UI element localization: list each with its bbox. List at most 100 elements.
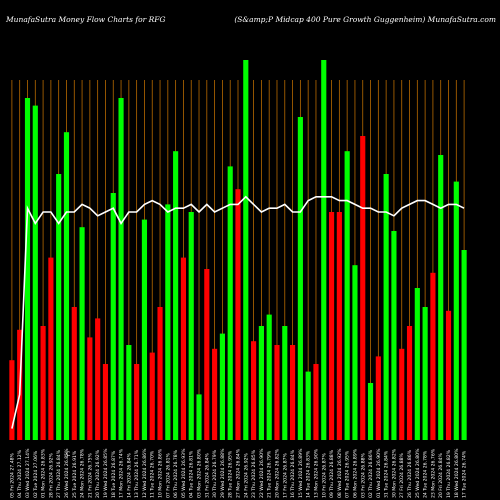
x-tick-label: 24 Mon 2024 26.78% — [80, 448, 86, 498]
bar — [313, 364, 319, 440]
x-tick-label: 16 Thu 2024 26.84% — [290, 449, 296, 498]
bar — [79, 227, 85, 440]
bar — [48, 257, 54, 440]
x-tick-label: 18 Tue 2024 26.87% — [111, 450, 117, 498]
x-tick-label: 24 Fri 2024 26.92% — [243, 452, 249, 498]
x-tick-label: 09 Thu 2024 26.88% — [329, 449, 335, 498]
bar — [453, 181, 459, 440]
bar — [157, 307, 163, 440]
x-tick-label: 22 Wed 2024 26.90% — [259, 448, 265, 498]
x-tick-label: 28 Tue 2024 26.95% — [228, 450, 234, 498]
bar — [383, 174, 389, 440]
bar — [134, 364, 140, 440]
bar — [414, 288, 420, 440]
chart-title: MunafaSutra Money Flow Charts for RFG — [5, 15, 165, 24]
bar — [9, 360, 15, 440]
x-tick-label: 30 Thu 2024 26.79% — [212, 449, 218, 498]
bar — [336, 212, 342, 440]
bar — [430, 272, 436, 440]
bar — [406, 326, 413, 440]
x-tick-label: 03 Mon 2024 26.80% — [197, 448, 203, 498]
x-tick-label: 26 Wed 2024 26.85% — [64, 448, 70, 498]
bar — [212, 348, 218, 440]
x-tick-label: 14 Fri 2024 26.84% — [126, 452, 132, 498]
x-tick-label: 12 Wed 2024 26.86% — [142, 448, 148, 498]
bar — [461, 250, 467, 440]
bar — [102, 364, 109, 440]
x-tick-label: 29 Wed 2024 26.88% — [220, 448, 226, 498]
x-tick-label: 05 Fri 2024 27.48% — [9, 452, 15, 498]
bar — [243, 60, 249, 440]
x-tick-label: 10 Fri 2024 26.87% — [321, 452, 327, 498]
bar — [282, 326, 288, 440]
bar — [87, 337, 93, 440]
bar — [110, 193, 116, 440]
bar — [344, 151, 350, 440]
x-tick-label: 03 Fri 2024 26.88% — [360, 452, 366, 498]
bar — [126, 345, 132, 440]
x-tick-label: 27 Thu 2024 26.84% — [56, 449, 62, 498]
bar — [235, 189, 241, 440]
bar — [352, 265, 358, 440]
x-tick-label: 06 Mon 2024 26.89% — [352, 448, 358, 498]
x-tick-label: 02 Tue 2024 27.06% — [33, 450, 39, 498]
bar — [321, 60, 327, 440]
bar — [274, 345, 280, 440]
x-tick-label: 08 Wed 2024 26.92% — [337, 448, 343, 498]
x-tick-label: 04 Thu 2024 27.12% — [17, 449, 23, 498]
x-tick-labels: 05 Fri 2024 27.48% 04 Thu 2024 27.12% 03 W… — [9, 448, 467, 498]
bar — [258, 326, 264, 440]
x-tick-label: 15 Wed 2024 26.89% — [298, 448, 304, 498]
bar — [290, 345, 296, 440]
bars — [9, 60, 467, 440]
bar — [219, 333, 225, 440]
bar — [40, 326, 46, 440]
bar — [149, 352, 155, 440]
bar — [266, 314, 272, 440]
x-tick-label: 23 Thu 2024 26.85% — [251, 449, 257, 498]
bar — [399, 348, 405, 440]
x-tick-label: 26 Thu 2024 26.86% — [407, 449, 413, 498]
x-tick-label: 06 Thu 2024 26.78% — [173, 449, 179, 498]
x-tick-label: 13 Mon 2024 26.90% — [313, 448, 319, 498]
x-tick-label: 21 Tue 2024 26.79% — [267, 450, 273, 498]
x-tick-label: 28 Fri 2024 26.92% — [48, 452, 54, 498]
bar — [95, 318, 101, 440]
x-tick-label: 17 Fri 2024 26.87% — [282, 452, 288, 498]
x-tick-label: 11 Tue 2024 26.70% — [150, 450, 156, 498]
x-tick-label: 25 Tue 2024 26.91% — [72, 450, 78, 498]
bar — [71, 307, 77, 440]
bar — [63, 132, 70, 440]
x-tick-label: 17 Mon 2024 26.74% — [119, 448, 125, 498]
bar — [227, 166, 233, 440]
x-tick-label: 14 Tue 2024 26.83% — [306, 450, 312, 498]
x-tick-label: 30 Mon 2024 26.82% — [391, 448, 397, 498]
x-tick-label: 20 Thu 2024 26.92% — [95, 449, 101, 498]
bar — [118, 98, 124, 440]
bar — [165, 204, 171, 440]
x-tick-label: 05 Wed 2024 26.93% — [181, 448, 187, 498]
x-tick-label: 25 Wed 2024 26.80% — [415, 448, 421, 498]
bar — [360, 136, 366, 440]
bar — [367, 383, 374, 440]
bar — [297, 117, 303, 440]
x-tick-label: 19 Wed 2024 26.85% — [103, 448, 109, 498]
bar — [445, 310, 452, 440]
bar — [173, 151, 179, 440]
chart-subtitle: (S&amp;P Midcap 400 Pure Growth Guggenhe… — [234, 15, 496, 24]
bar — [196, 394, 202, 440]
bar — [438, 155, 444, 440]
y-axis-label: C — [66, 451, 70, 458]
x-tick-label: 31 Fri 2024 26.84% — [204, 452, 210, 498]
bar — [204, 269, 210, 440]
x-tick-label: 23 Mon 2024 26.76% — [430, 448, 436, 498]
x-tick-label: 04 Tue 2024 26.81% — [189, 450, 195, 498]
x-tick-label: 19 Thu 2024 26.82% — [446, 449, 452, 498]
x-tick-label: 10 Mon 2024 26.86% — [158, 448, 164, 498]
x-tick-label: 01 Wed 2024 26.90% — [376, 448, 382, 498]
bar — [375, 356, 381, 440]
x-tick-label: 20 Fri 2024 26.84% — [438, 452, 444, 498]
x-tick-label: 27 Mon 2024 26.84% — [236, 448, 242, 498]
x-tick-label: 24 Tue 2024 26.78% — [423, 450, 429, 498]
